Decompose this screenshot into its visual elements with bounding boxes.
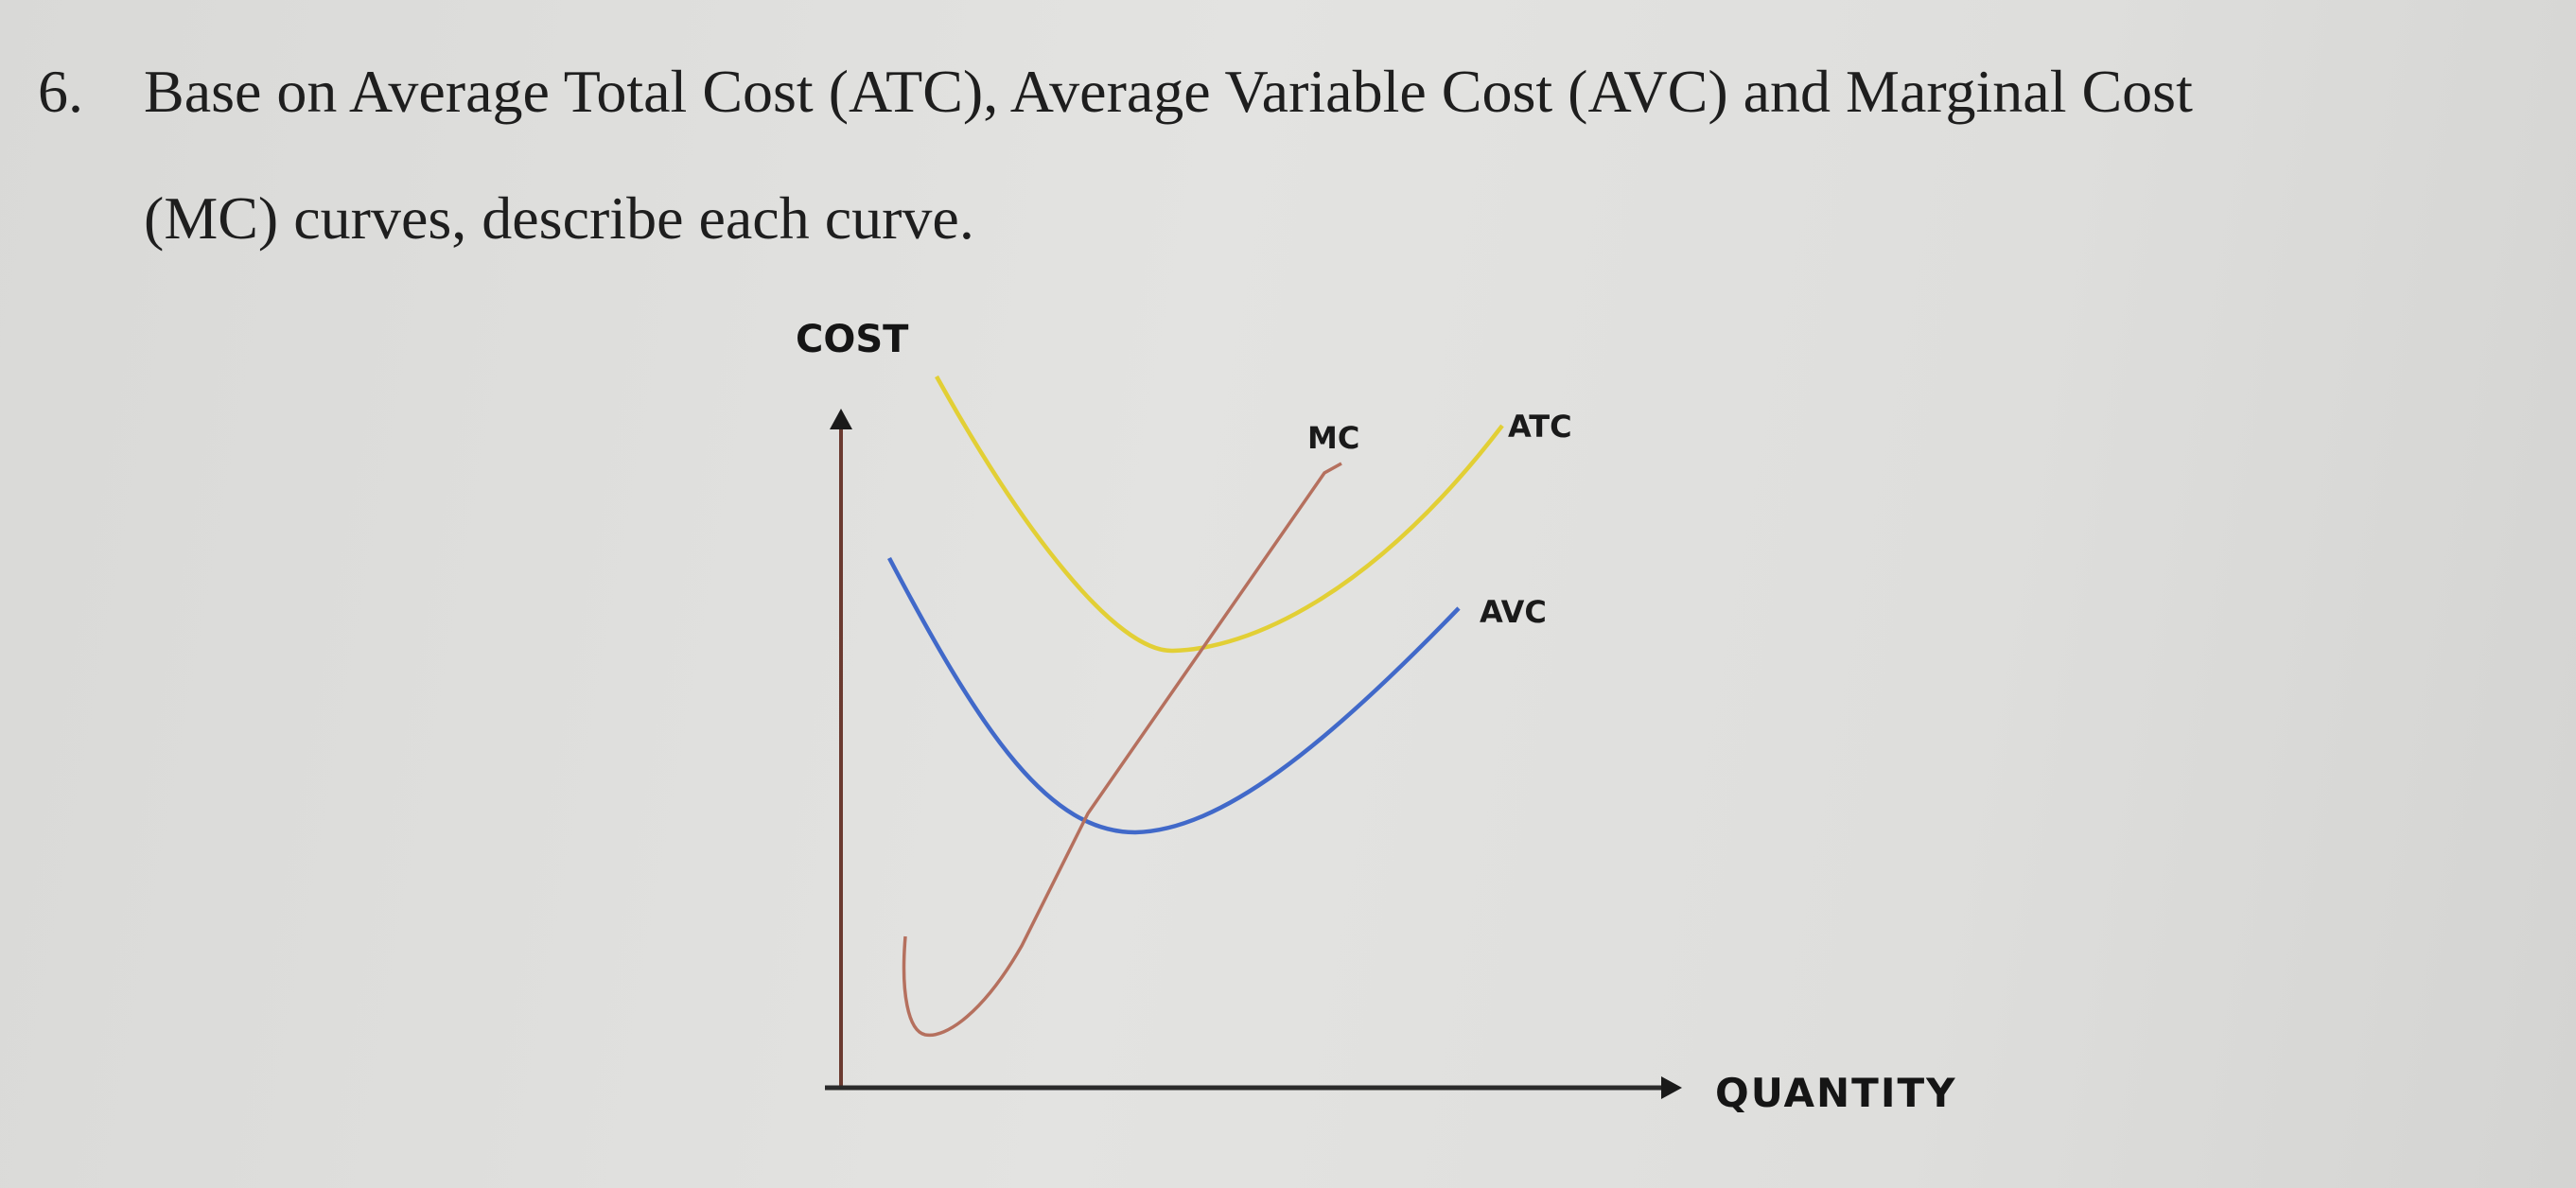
x-axis-label: QUANTITY <box>1715 1070 1957 1116</box>
question-number: 6. <box>38 58 83 125</box>
question-line-1-text: Base on Average Total Cost (ATC), Averag… <box>144 58 2193 125</box>
atc-curve <box>935 375 1504 654</box>
x-axis-arrow <box>1661 1076 1682 1099</box>
avc-curve <box>887 556 1461 835</box>
mc-label: MC <box>1307 420 1359 456</box>
y-axis-arrow <box>830 409 852 429</box>
avc-label: AVC <box>1480 594 1547 630</box>
atc-label: ATC <box>1508 409 1572 445</box>
question-line-2: (MC) curves, describe each curve. <box>144 184 974 252</box>
y-axis-label: COST <box>796 318 909 361</box>
question-text: 6. Base on Average Total Cost (ATC), Aver… <box>38 28 2535 282</box>
question-line-1: 6. Base on Average Total Cost (ATC), Aver… <box>38 28 2535 155</box>
mc-curve <box>902 462 1342 1038</box>
